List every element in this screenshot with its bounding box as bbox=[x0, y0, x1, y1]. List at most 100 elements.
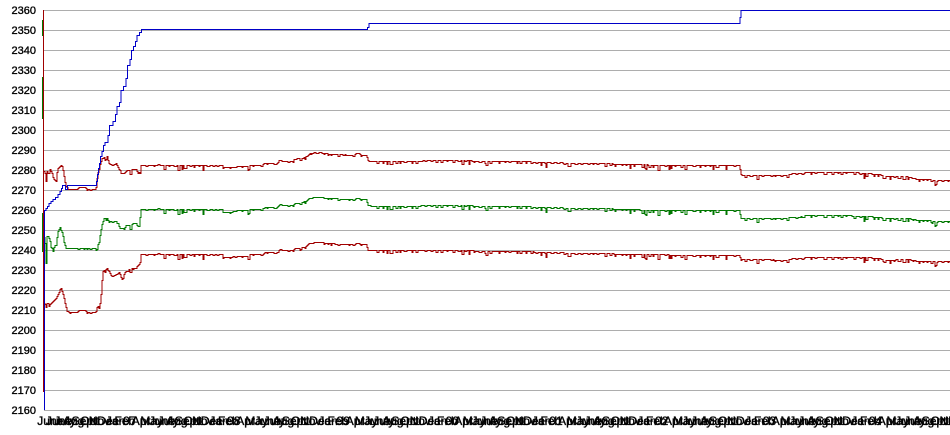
svg-text:Apr: Apr bbox=[878, 414, 897, 428]
svg-text:Apr: Apr bbox=[454, 414, 473, 428]
svg-text:Sept: Sept bbox=[391, 414, 416, 428]
svg-text:July: July bbox=[798, 414, 819, 428]
svg-text:Sept: Sept bbox=[72, 414, 97, 428]
svg-text:Apr: Apr bbox=[558, 414, 577, 428]
svg-text:Jan: Jan bbox=[209, 414, 228, 428]
svg-text:Sept: Sept bbox=[602, 414, 627, 428]
svg-text:June: June bbox=[789, 414, 815, 428]
svg-text:Apr: Apr bbox=[664, 414, 683, 428]
svg-text:Apr: Apr bbox=[346, 414, 365, 428]
svg-text:Oct: Oct bbox=[931, 414, 950, 428]
svg-text:May: May bbox=[463, 414, 486, 428]
svg-text:02: 02 bbox=[655, 414, 669, 428]
svg-text:Aug: Aug bbox=[489, 414, 510, 428]
svg-text:2220: 2220 bbox=[12, 285, 36, 297]
svg-text:Feb: Feb bbox=[646, 414, 667, 428]
svg-text:2270: 2270 bbox=[12, 185, 36, 197]
svg-text:Apr: Apr bbox=[132, 414, 151, 428]
svg-text:May: May bbox=[140, 414, 163, 428]
svg-text:May: May bbox=[355, 414, 378, 428]
svg-text:Oct: Oct bbox=[718, 414, 737, 428]
svg-text:2300: 2300 bbox=[12, 125, 36, 137]
svg-text:Dec: Dec bbox=[628, 414, 649, 428]
svg-text:June: June bbox=[682, 414, 708, 428]
svg-text:Oct: Oct bbox=[611, 414, 630, 428]
svg-text:2180: 2180 bbox=[12, 365, 36, 377]
svg-text:Nov: Nov bbox=[727, 414, 748, 428]
svg-text:Dec: Dec bbox=[419, 414, 440, 428]
svg-text:00: 00 bbox=[446, 414, 460, 428]
svg-text:Aug: Aug bbox=[593, 414, 614, 428]
svg-text:Nov: Nov bbox=[515, 414, 536, 428]
svg-text:July: July bbox=[54, 414, 75, 428]
svg-text:Sept: Sept bbox=[282, 414, 307, 428]
svg-text:2320: 2320 bbox=[12, 85, 36, 97]
svg-text:2340: 2340 bbox=[12, 45, 36, 57]
svg-text:Jan: Jan bbox=[318, 414, 337, 428]
svg-text:Nov: Nov bbox=[300, 414, 321, 428]
svg-text:Nov: Nov bbox=[940, 414, 950, 428]
svg-text:July: July bbox=[158, 414, 179, 428]
svg-text:Sept: Sept bbox=[816, 414, 841, 428]
svg-text:Dec: Dec bbox=[201, 414, 222, 428]
svg-text:July: July bbox=[264, 414, 285, 428]
svg-text:Oct: Oct bbox=[291, 414, 310, 428]
svg-text:May: May bbox=[567, 414, 590, 428]
svg-text:June: June bbox=[46, 414, 72, 428]
svg-text:Dec: Dec bbox=[97, 414, 118, 428]
svg-text:Aug: Aug bbox=[913, 414, 934, 428]
svg-text:July: July bbox=[480, 414, 501, 428]
svg-text:Oct: Oct bbox=[506, 414, 525, 428]
svg-text:2330: 2330 bbox=[12, 65, 36, 77]
svg-text:2350: 2350 bbox=[12, 25, 36, 37]
svg-text:Nov: Nov bbox=[620, 414, 641, 428]
svg-text:Feb: Feb bbox=[218, 414, 239, 428]
svg-text:Oct: Oct bbox=[184, 414, 203, 428]
svg-text:July: July bbox=[691, 414, 712, 428]
svg-text:Sept: Sept bbox=[922, 414, 947, 428]
svg-text:Sept: Sept bbox=[497, 414, 522, 428]
svg-text:Dec: Dec bbox=[842, 414, 863, 428]
svg-text:Sept: Sept bbox=[709, 414, 734, 428]
svg-text:99: 99 bbox=[337, 414, 351, 428]
svg-text:03: 03 bbox=[763, 414, 777, 428]
svg-text:2200: 2200 bbox=[12, 325, 36, 337]
svg-text:Aug: Aug bbox=[700, 414, 721, 428]
svg-text:Feb: Feb bbox=[437, 414, 458, 428]
svg-text:2230: 2230 bbox=[12, 265, 36, 277]
svg-text:June: June bbox=[895, 414, 921, 428]
svg-text:June: June bbox=[576, 414, 602, 428]
svg-text:2290: 2290 bbox=[12, 145, 36, 157]
svg-text:Jan: Jan bbox=[851, 414, 870, 428]
svg-text:June: June bbox=[149, 414, 175, 428]
svg-text:Dec: Dec bbox=[948, 414, 950, 428]
svg-text:June: June bbox=[472, 414, 498, 428]
svg-text:97: 97 bbox=[123, 414, 137, 428]
svg-text:Nov: Nov bbox=[410, 414, 431, 428]
svg-text:May: May bbox=[245, 414, 268, 428]
svg-text:Dec: Dec bbox=[309, 414, 330, 428]
svg-text:2210: 2210 bbox=[12, 305, 36, 317]
svg-text:Feb: Feb bbox=[115, 414, 136, 428]
svg-text:Oct: Oct bbox=[825, 414, 844, 428]
svg-text:Jan: Jan bbox=[532, 414, 551, 428]
svg-text:2170: 2170 bbox=[12, 385, 36, 397]
svg-text:98: 98 bbox=[227, 414, 241, 428]
svg-text:Oct: Oct bbox=[80, 414, 99, 428]
svg-text:Oct: Oct bbox=[401, 414, 420, 428]
svg-text:Apr: Apr bbox=[772, 414, 791, 428]
svg-text:Jan: Jan bbox=[637, 414, 656, 428]
svg-text:04: 04 bbox=[869, 414, 883, 428]
svg-text:Jan: Jan bbox=[106, 414, 125, 428]
svg-text:June: June bbox=[364, 414, 390, 428]
svg-text:May: May bbox=[887, 414, 910, 428]
svg-text:Aug: Aug bbox=[273, 414, 294, 428]
svg-text:2310: 2310 bbox=[12, 105, 36, 117]
svg-text:Aug: Aug bbox=[166, 414, 187, 428]
svg-text:Aug: Aug bbox=[382, 414, 403, 428]
svg-text:June: June bbox=[255, 414, 281, 428]
svg-text:Dec: Dec bbox=[523, 414, 544, 428]
svg-text:June: June bbox=[37, 414, 63, 428]
svg-text:2190: 2190 bbox=[12, 345, 36, 357]
svg-text:2360: 2360 bbox=[12, 5, 36, 17]
